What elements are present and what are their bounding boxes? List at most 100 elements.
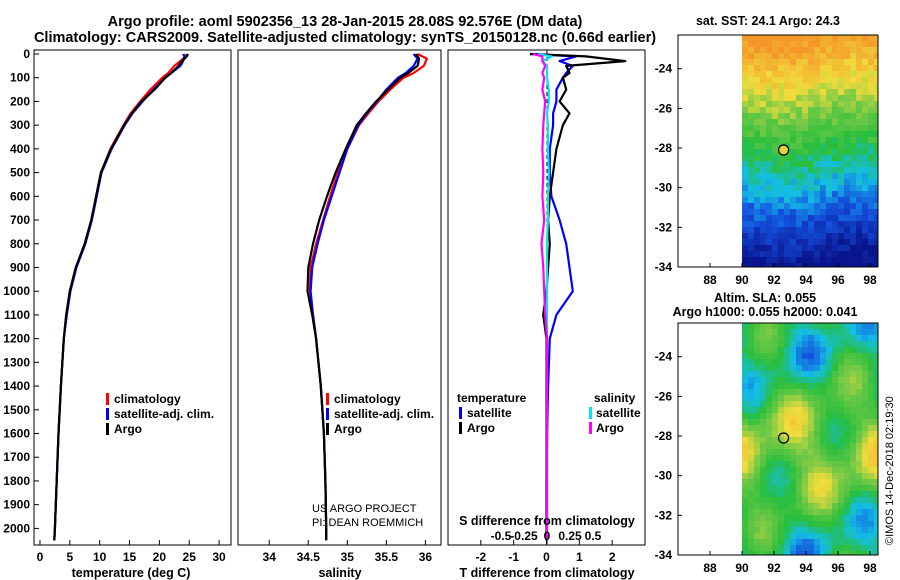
map-cell [748,113,755,120]
map-cell [820,125,827,132]
map-cell [832,239,839,246]
map-cell [796,395,803,402]
map-cell [844,239,851,246]
map-cell [766,245,773,252]
map-cell [862,185,869,192]
map-cell [874,89,879,96]
map-cell [826,77,833,84]
map-cell [778,509,785,516]
map-cell [808,149,815,156]
map-cell [748,53,755,60]
map-cell [820,233,827,240]
map-cell [748,83,755,90]
map-cell [850,479,857,486]
map-cell [778,89,785,96]
map-cell [772,491,779,498]
map-cell [772,41,779,48]
map-cell [808,113,815,120]
map-cell [808,161,815,168]
sdiff-tick-label: 0.25 [558,529,582,543]
map-cell [820,545,827,552]
map-cell [874,341,879,348]
map-cell [814,551,821,556]
temperature-xlabel: temperature (deg C) [72,566,191,580]
map-cell [742,479,749,486]
lat-tick-label: -28 [655,141,673,155]
map-cell [778,347,785,354]
map-cell [814,197,821,204]
map-cell [760,173,767,180]
map-cell [778,371,785,378]
map-cell [814,545,821,552]
map-cell [814,95,821,102]
map-cell [862,161,869,168]
map-cell [832,155,839,162]
map-cell [868,53,875,60]
map-cell [862,257,869,264]
map-cell [808,533,815,540]
map-cell [874,233,879,240]
map-cell [844,467,851,474]
map-cell [856,137,863,144]
map-cell [748,371,755,378]
map-cell [862,395,869,402]
map-cell [808,431,815,438]
map-cell [790,431,797,438]
map-cell [832,545,839,552]
map-cell [796,497,803,504]
map-cell [862,509,869,516]
map-cell [796,461,803,468]
map-cell [778,491,785,498]
map-cell [868,83,875,90]
map-cell [784,65,791,72]
map-cell [742,185,749,192]
map-cell [832,191,839,198]
map-cell [802,215,809,222]
map-cell [838,131,845,138]
map-cell [754,83,761,90]
map-cell [808,527,815,534]
map-cell [766,131,773,138]
map-cell [832,449,839,456]
map-cell [808,215,815,222]
map-cell [814,215,821,222]
map-cell [826,137,833,144]
map-cell [784,377,791,384]
map-cell [742,419,749,426]
map-cell [838,323,845,330]
map-cell [868,449,875,456]
map-cell [754,449,761,456]
map-cell [784,71,791,78]
map-cell [796,179,803,186]
map-cell [856,479,863,486]
map-cell [802,131,809,138]
temperature-tick-label: 5 [66,550,73,564]
sst-map: sat. SST: 24.1 Argo: 24.3 88 90 92 94 96 98-2… [655,14,879,287]
map-cell [856,113,863,120]
map-cell [796,221,803,228]
map-cell [802,509,809,516]
map-cell [832,437,839,444]
map-cell [778,407,785,414]
map-cell [778,527,785,534]
map-cell [772,215,779,222]
map-cell [814,161,821,168]
map-cell [754,521,761,528]
map-cell [844,377,851,384]
map-cell [838,509,845,516]
map-cell [868,173,875,180]
map-cell [862,239,869,246]
map-cell [754,125,761,132]
map-cell [850,71,857,78]
map-cell [808,407,815,414]
map-cell [772,113,779,120]
map-cell [766,371,773,378]
map-cell [856,191,863,198]
map-cell [802,491,809,498]
map-cell [826,449,833,456]
map-cell [778,467,785,474]
map-cell [856,545,863,552]
map-cell [748,239,755,246]
map-cell [832,383,839,390]
map-cell [760,539,767,546]
